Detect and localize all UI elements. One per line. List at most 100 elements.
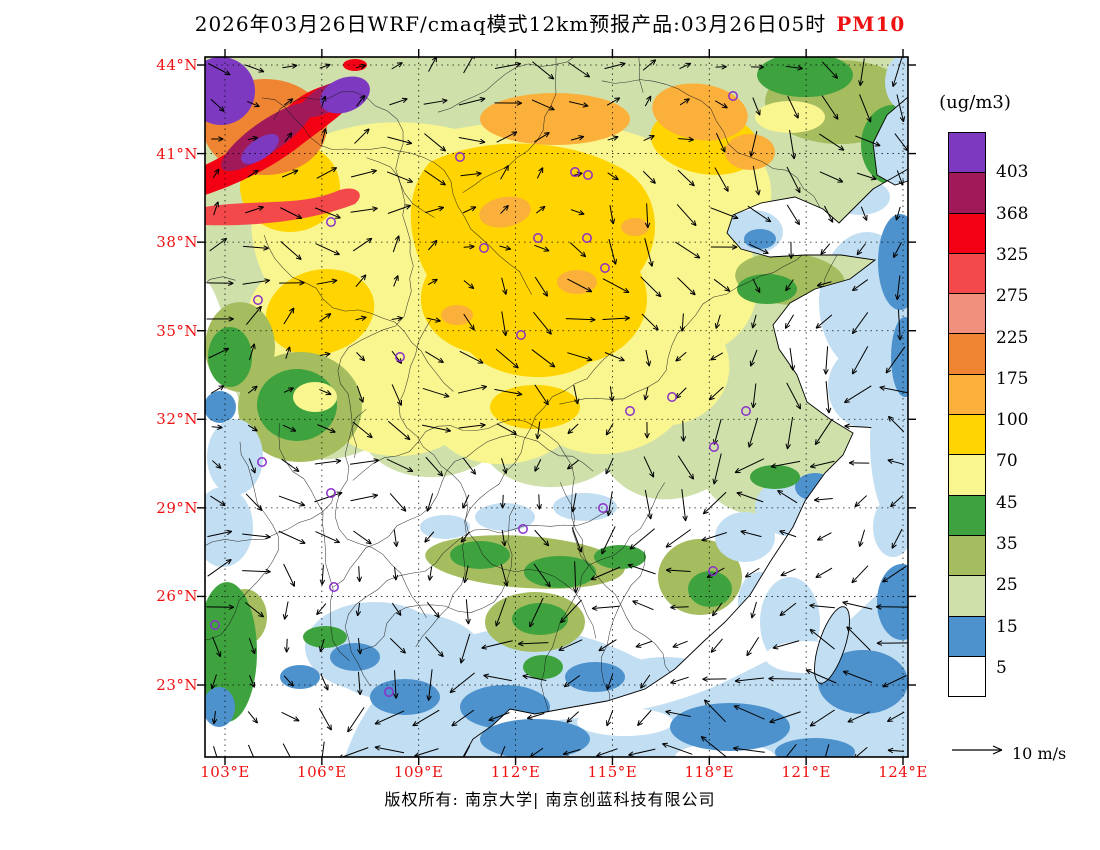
wind-arrow	[637, 709, 652, 727]
wind-arrow	[676, 204, 697, 227]
province-boundary	[205, 441, 279, 677]
wind-arrow	[427, 239, 438, 251]
wind-arrow	[711, 602, 723, 617]
wind-arrow	[895, 206, 901, 221]
wind-arrow	[605, 457, 614, 475]
wind-arrow	[463, 244, 475, 250]
wind-arrow	[602, 278, 630, 294]
wind-arrow	[500, 165, 509, 180]
wind-arrow	[460, 531, 471, 543]
wind-arrow	[744, 567, 760, 578]
region-gold	[410, 143, 655, 378]
station-marker	[625, 406, 635, 416]
wind-arrow	[848, 460, 870, 466]
wind-arrow	[391, 62, 403, 70]
wind-arrow	[350, 169, 377, 178]
wind-arrow	[412, 709, 440, 727]
colorbar-tick-label: 25	[996, 575, 1018, 596]
wind-arrow	[891, 58, 903, 87]
lat-label: 32°N	[156, 410, 198, 429]
wind-arrow	[391, 384, 403, 406]
wind-arrow	[531, 99, 555, 111]
wind-arrow	[632, 600, 654, 611]
wind-arrow	[242, 278, 271, 285]
wind-arrow	[680, 420, 687, 442]
wind-arrow	[533, 311, 552, 335]
wind-arrow	[209, 237, 228, 252]
colorbar-tick-label: 403	[996, 162, 1029, 183]
wind-arrow-layer	[206, 57, 908, 757]
wind-arrow	[563, 675, 581, 688]
wind-arrow	[248, 458, 256, 474]
province-boundary	[437, 57, 627, 113]
wind-arrow	[393, 670, 399, 699]
wind-arrow	[785, 279, 794, 292]
wind-arrow	[458, 384, 488, 394]
wind-arrow	[566, 459, 579, 470]
wind-arrow	[460, 745, 471, 757]
wind-arrow	[283, 675, 294, 687]
wind-arrow	[374, 745, 405, 754]
wind-arrow	[247, 744, 258, 757]
wind-arrow	[247, 711, 258, 724]
wind-arrow	[281, 711, 300, 722]
station-marker	[210, 620, 220, 630]
wind-arrow	[285, 346, 291, 359]
colorbar-box	[948, 252, 986, 295]
wind-arrow	[459, 633, 471, 664]
footer-copyright: 版权所有: 南京大学| 南京创蓝科技有限公司	[384, 790, 716, 809]
wind-arrow	[779, 530, 797, 538]
wind-arrow	[284, 132, 293, 143]
colorbar-tick-label: 275	[996, 286, 1029, 307]
wind-arrow	[534, 459, 542, 472]
wind-arrow	[677, 169, 695, 187]
wind-arrow	[747, 205, 772, 223]
province-boundary	[540, 482, 665, 722]
wind-arrow	[355, 602, 362, 617]
wind-arrow	[207, 63, 231, 76]
wind-arrow	[749, 131, 758, 157]
wind-arrow	[425, 456, 444, 477]
station-marker	[728, 91, 738, 101]
wind-arrow	[823, 346, 829, 375]
wind-arrow	[424, 170, 446, 186]
map-frame	[185, 37, 928, 777]
wind-arrow	[604, 352, 625, 362]
colorbar-tick-label: 15	[996, 616, 1018, 637]
wind-arrow	[355, 274, 367, 288]
wind-reference-label: 10 m/s	[1012, 744, 1067, 763]
wind-arrow	[752, 278, 761, 293]
wind-arrow	[558, 639, 583, 651]
wind-arrow	[859, 94, 872, 123]
wind-arrow	[392, 566, 399, 581]
lon-label: 115°E	[587, 763, 638, 781]
wind-arrow	[206, 604, 235, 610]
wind-arrow	[844, 385, 872, 404]
wind-arrow	[208, 347, 230, 359]
wind-arrow	[894, 275, 901, 300]
wind-arrow	[531, 349, 556, 368]
wind-arrow	[355, 63, 367, 70]
wind-arrow	[788, 241, 794, 259]
wind-reference-arrow	[952, 745, 1003, 755]
wind-arrow	[356, 566, 363, 583]
wind-arrow	[644, 95, 652, 107]
wind-arrow	[598, 639, 617, 652]
wind-arrow	[856, 172, 877, 181]
wind-arrow	[642, 170, 656, 184]
wind-arrow	[665, 567, 691, 574]
wind-arrow	[875, 604, 908, 610]
wind-arrow	[315, 531, 341, 544]
wind-arrow	[282, 424, 297, 432]
wind-arrow	[847, 711, 871, 723]
wind-arrow	[319, 313, 332, 322]
province-boundary	[601, 79, 837, 318]
wind-arrow	[752, 97, 761, 116]
province-boundary	[261, 97, 532, 295]
wind-arrow	[245, 493, 263, 511]
wind-arrow	[769, 711, 801, 724]
colorbar-box	[948, 655, 986, 698]
wind-arrow	[608, 239, 618, 265]
wind-arrow	[422, 424, 452, 433]
wind-arrow	[210, 674, 217, 690]
